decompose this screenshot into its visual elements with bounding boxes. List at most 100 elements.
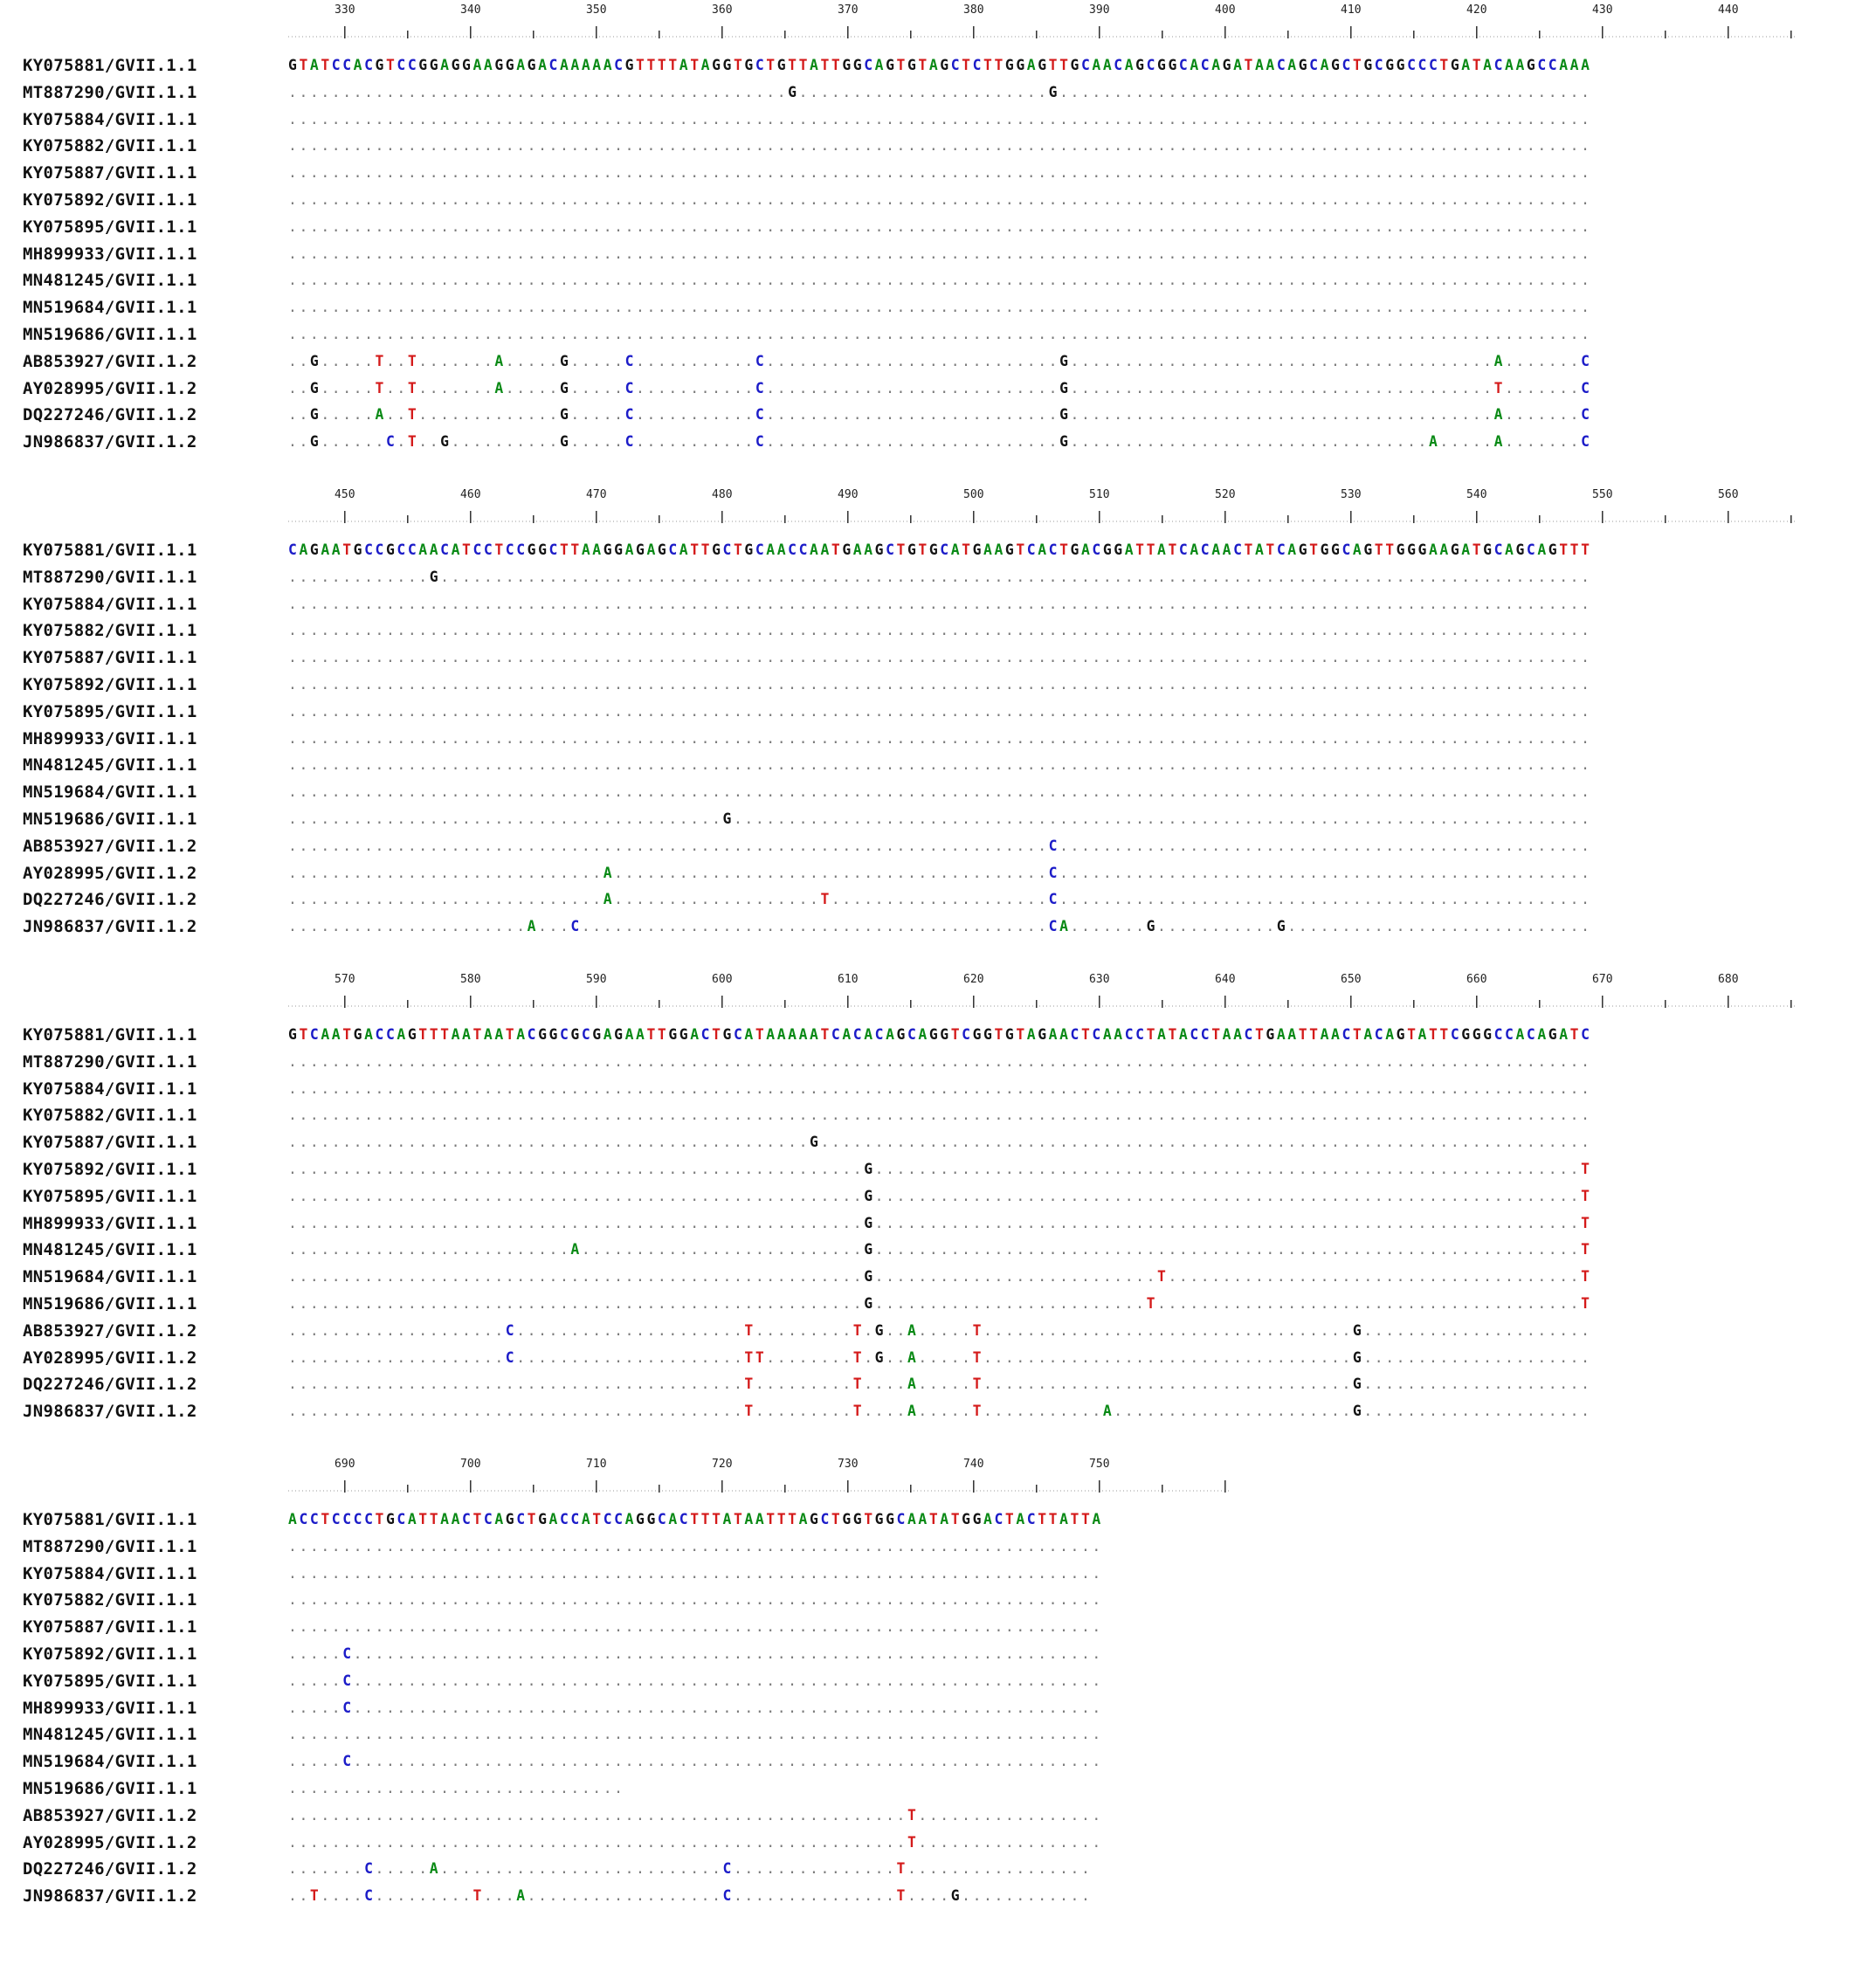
ruler-tick-label: 540 — [1466, 488, 1487, 501]
sequence-residues: .....C..................................… — [288, 1672, 1103, 1689]
sequence-accession-label: MN481245/GVII.1.1 — [23, 755, 197, 776]
ruler-tick-label: 400 — [1215, 3, 1236, 17]
sequence-residues: ........................................… — [288, 1403, 1592, 1420]
sequence-accession-label: AY028995/GVII.1.2 — [23, 1832, 197, 1852]
sequence-residues: .......C.....A..........................… — [288, 1860, 1093, 1878]
sequence-residues: ..........................A.............… — [288, 1241, 1592, 1258]
sequence-residues: ..G.....T..T.......A.....G.....C........… — [288, 352, 1592, 369]
sequence-accession-label: KY075881/GVII.1.1 — [23, 541, 197, 560]
sequence-accession-label: KY075887/GVII.1.1 — [23, 163, 197, 183]
sequence-row: KY075881/GVII.1.1 CAGAATGCCGCCAACATCCTCCG… — [0, 537, 1876, 563]
sequence-accession-label: KY075881/GVII.1.1 — [23, 1510, 197, 1529]
sequence-row: KY075884/GVII.1.1.......................… — [0, 591, 1876, 617]
sequence-residues: ........................................… — [288, 1376, 1592, 1393]
sequence-accession-label: KY075892/GVII.1.1 — [23, 675, 197, 694]
ruler-tick-label: 710 — [586, 1458, 607, 1471]
ruler-tick-label: 720 — [712, 1458, 733, 1471]
sequence-accession-label: MN519684/GVII.1.1 — [23, 1752, 197, 1772]
sequence-accession-label: KY075887/GVII.1.1 — [23, 1133, 197, 1153]
sequence-residues: .............................A..........… — [288, 891, 1592, 908]
sequence-residues: ........................................… — [288, 110, 1592, 128]
sequence-residues: .....C..................................… — [288, 1699, 1103, 1716]
sequence-row: KY075895/GVII.1.1.......................… — [0, 1183, 1876, 1210]
sequence-row: JN986837/GVII.1.2 ..T....C.........T...A.… — [0, 1883, 1876, 1909]
sequence-row: KY075882/GVII.1.1.......................… — [0, 1587, 1876, 1613]
sequence-residues: ........................................… — [288, 810, 1592, 827]
sequence-row: KY075895/GVII.1.1.......................… — [0, 699, 1876, 725]
sequence-residues: ........................................… — [288, 1052, 1592, 1070]
position-ruler: 330 340 350 360 370 380 390 400 410 420 430 440 — [0, 3, 1876, 24]
sequence-row: KY075887/GVII.1.1.......................… — [0, 160, 1876, 186]
sequence-residues: ....................C...................… — [288, 1348, 1592, 1366]
sequence-residues: ........................................… — [288, 1564, 1103, 1582]
ruler-tick-label: 450 — [335, 488, 355, 501]
ruler-ticks — [288, 996, 1797, 1008]
sequence-row: MH899933/GVII.1.1.......................… — [0, 1210, 1876, 1237]
sequence-residues: ........................................… — [288, 595, 1592, 612]
sequence-residues: ........................................… — [288, 1806, 1103, 1824]
ruler-tick-label: 560 — [1718, 488, 1739, 501]
sequence-accession-label: KY075895/GVII.1.1 — [23, 701, 197, 721]
ruler-tick-label: 500 — [963, 488, 984, 501]
sequence-row: AY028995/GVII.1.2.......................… — [0, 1830, 1876, 1856]
sequence-accession-label: DQ227246/GVII.1.2 — [23, 405, 197, 425]
ruler-tick-label: 330 — [335, 3, 355, 17]
sequence-row: KY075881/GVII.1.1 ACCTCCCCTGCATTAACTCAGCT… — [0, 1507, 1876, 1533]
sequence-accession-label: KY075887/GVII.1.1 — [23, 648, 197, 668]
sequence-row: DQ227246/GVII.1.2.......................… — [0, 1371, 1876, 1397]
sequence-accession-label: KY075882/GVII.1.1 — [23, 621, 197, 641]
ruler-ticks — [288, 511, 1797, 523]
sequence-row: AY028995/GVII.1.2.......................… — [0, 860, 1876, 886]
sequence-row: MT887290/GVII.1.1.......................… — [0, 79, 1876, 106]
ruler-tick-label: 610 — [838, 973, 859, 986]
sequence-accession-label: AB853927/GVII.1.2 — [23, 1805, 197, 1825]
sequence-residues: ..T....C.........T...A..................… — [288, 1887, 1093, 1905]
ruler-tick-label: 750 — [1089, 1458, 1110, 1471]
sequence-residues: ........................................… — [288, 1295, 1592, 1312]
sequence-residues: ........................................… — [288, 326, 1592, 342]
sequence-residues: .....C..................................… — [288, 1753, 1103, 1770]
ruler-tick-label: 580 — [460, 973, 481, 986]
ruler-tick-label: 630 — [1089, 973, 1110, 986]
sequence-row: KY075881/GVII.1.1 GTCAATGACCAGTTTAATAATAC… — [0, 1022, 1876, 1048]
position-ruler: 450 460 470 480 490 500 510 520 530 540 550 560 — [0, 488, 1876, 509]
sequence-accession-label: DQ227246/GVII.1.2 — [23, 1859, 197, 1879]
sequence-residues: ......................A...C.............… — [288, 918, 1592, 935]
sequence-residues: ACCTCCCCTGCATTAACTCAGCTGACCATCCAGGCACTTT… — [288, 1511, 1103, 1527]
sequence-residues: ........................................… — [288, 783, 1592, 801]
sequence-accession-label: MT887290/GVII.1.1 — [23, 1536, 197, 1556]
sequence-residues: ........................................… — [288, 83, 1592, 100]
sequence-row: JN986837/GVII.1.2.......................… — [0, 1398, 1876, 1424]
sequence-accession-label: DQ227246/GVII.1.2 — [23, 1375, 197, 1395]
sequence-accession-label: KY075884/GVII.1.1 — [23, 594, 197, 614]
sequence-accession-label: MT887290/GVII.1.1 — [23, 1052, 197, 1072]
sequence-row: AB853927/GVII.1.2 ..G.....T..T.......A...… — [0, 348, 1876, 375]
sequence-accession-label: AY028995/GVII.1.2 — [23, 1348, 197, 1368]
sequence-row: KY075884/GVII.1.1.......................… — [0, 107, 1876, 133]
ruler-tick-label: 520 — [1215, 488, 1236, 501]
sequence-row: KY075895/GVII.1.1 .....C.................… — [0, 1668, 1876, 1694]
ruler-tick-label: 690 — [335, 1458, 355, 1471]
sequence-accession-label: AB853927/GVII.1.2 — [23, 351, 197, 371]
sequence-row: MN481245/GVII.1.1.......................… — [0, 267, 1876, 293]
ruler-ticks — [288, 1480, 1231, 1493]
sequence-row: KY075887/GVII.1.1.......................… — [0, 645, 1876, 671]
sequence-residues: GTCAATGACCAGTTTAATAATACGGCGCGAGAATTGGACT… — [288, 1026, 1592, 1043]
sequence-row: KY075892/GVII.1.1.......................… — [0, 1156, 1876, 1183]
sequence-accession-label: JN986837/GVII.1.2 — [23, 432, 197, 452]
ruler-tick-label: 700 — [460, 1458, 481, 1471]
ruler-tick-label: 550 — [1592, 488, 1613, 501]
sequence-residues: ........................................… — [288, 1726, 1103, 1743]
sequence-accession-label: AB853927/GVII.1.2 — [23, 1320, 197, 1341]
sequence-residues: ........................................… — [288, 1537, 1103, 1555]
sequence-row: KY075882/GVII.1.1.......................… — [0, 133, 1876, 159]
sequence-accession-label: KY075884/GVII.1.1 — [23, 1079, 197, 1099]
sequence-residues: ........................................… — [288, 1079, 1592, 1097]
sequence-residues: ........................................… — [288, 272, 1592, 289]
sequence-residues: ....................C...................… — [288, 1321, 1592, 1339]
sequence-accession-label: DQ227246/GVII.1.2 — [23, 890, 197, 910]
sequence-row: DQ227246/GVII.1.2 .......C.....A.........… — [0, 1856, 1876, 1882]
sequence-row: MN481245/GVII.1.1.......................… — [0, 1721, 1876, 1748]
sequence-row: MN519684/GVII.1.1.......................… — [0, 294, 1876, 321]
